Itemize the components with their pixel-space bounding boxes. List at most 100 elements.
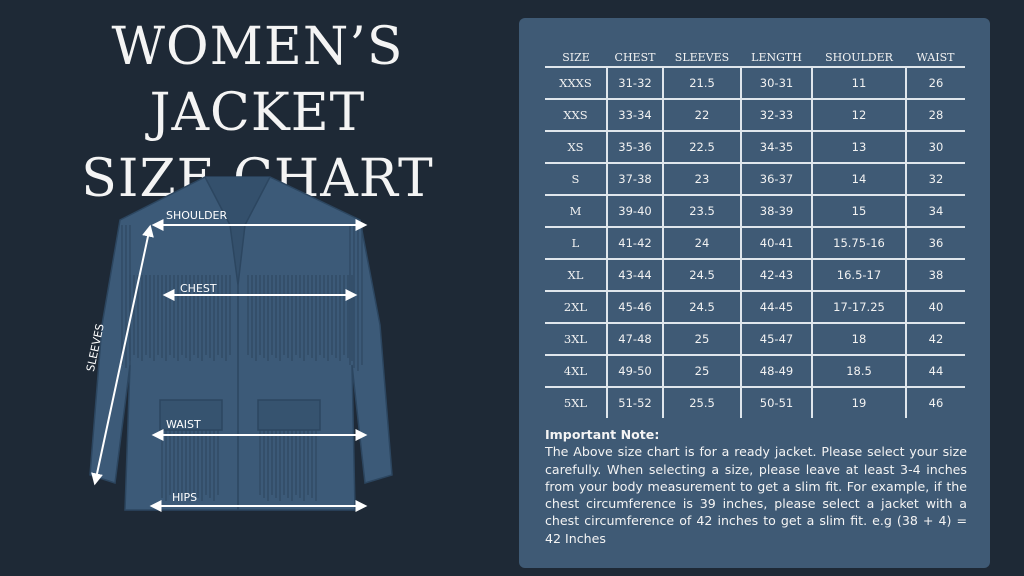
cell-size: M <box>545 195 607 228</box>
cell-waist: 40 <box>905 291 965 324</box>
cell-shoulder: 17-17.25 <box>811 291 906 324</box>
cell-sleeves: 24.5 <box>662 291 741 324</box>
cell-size: XXXS <box>545 67 607 100</box>
cell-waist: 36 <box>905 227 965 260</box>
cell-size: S <box>545 163 607 196</box>
important-note: Important Note: The Above size chart is … <box>545 426 967 547</box>
cell-shoulder: 11 <box>811 67 906 100</box>
cell-sleeves: 21.5 <box>662 67 741 100</box>
cell-sleeves: 25 <box>662 323 741 356</box>
table-row: 4XL 49-50 25 48-49 18.5 44 <box>545 355 965 388</box>
cell-sleeves: 25.5 <box>662 387 741 418</box>
table-row: 3XL 47-48 25 45-47 18 42 <box>545 323 965 356</box>
table-row: XL 43-44 24.5 42-43 16.5-17 38 <box>545 259 965 292</box>
table-row: L 41-42 24 40-41 15.75-16 36 <box>545 227 965 260</box>
cell-chest: 43-44 <box>606 259 663 292</box>
cell-waist: 42 <box>905 323 965 356</box>
cell-size: XXS <box>545 99 607 132</box>
cell-length: 32-33 <box>740 99 812 132</box>
cell-length: 36-37 <box>740 163 812 196</box>
size-chart-panel: SIZE CHEST SLEEVES LENGTH SHOULDER WAIST… <box>519 18 990 568</box>
cell-shoulder: 16.5-17 <box>811 259 906 292</box>
cell-chest: 31-32 <box>606 67 663 100</box>
cell-chest: 39-40 <box>606 195 663 228</box>
cell-length: 45-47 <box>740 323 812 356</box>
cell-size: 4XL <box>545 355 607 388</box>
header-length: LENGTH <box>741 48 812 68</box>
cell-size: 3XL <box>545 323 607 356</box>
table-row: 2XL 45-46 24.5 44-45 17-17.25 40 <box>545 291 965 324</box>
cell-shoulder: 19 <box>811 387 906 418</box>
cell-waist: 44 <box>905 355 965 388</box>
cell-shoulder: 12 <box>811 99 906 132</box>
cell-length: 42-43 <box>740 259 812 292</box>
table-header-row: SIZE CHEST SLEEVES LENGTH SHOULDER WAIST <box>545 48 965 68</box>
cell-shoulder: 15.75-16 <box>811 227 906 260</box>
cell-length: 44-45 <box>740 291 812 324</box>
note-heading: Important Note: <box>545 427 660 442</box>
header-size: SIZE <box>545 48 607 68</box>
header-sleeves: SLEEVES <box>663 48 741 68</box>
cell-length: 38-39 <box>740 195 812 228</box>
header-shoulder: SHOULDER <box>812 48 906 68</box>
title-line-1: WOMEN’S JACKET <box>111 17 404 143</box>
table-row: S 37-38 23 36-37 14 32 <box>545 163 965 196</box>
hips-label: HIPS <box>172 491 198 504</box>
cell-waist: 38 <box>905 259 965 292</box>
cell-chest: 35-36 <box>606 131 663 164</box>
cell-sleeves: 24.5 <box>662 259 741 292</box>
jacket-icon <box>89 176 393 511</box>
table-row: M 39-40 23.5 38-39 15 34 <box>545 195 965 228</box>
shoulder-label: SHOULDER <box>166 209 228 222</box>
cell-chest: 41-42 <box>606 227 663 260</box>
cell-sleeves: 22 <box>662 99 741 132</box>
cell-sleeves: 23 <box>662 163 741 196</box>
cell-length: 50-51 <box>740 387 812 418</box>
table-row: XXS 33-34 22 32-33 12 28 <box>545 99 965 132</box>
cell-chest: 33-34 <box>606 99 663 132</box>
measurement-arrows <box>91 219 368 512</box>
jacket-illustration: (function(){const g=document.currentScri… <box>89 176 393 512</box>
cell-waist: 30 <box>905 131 965 164</box>
cell-waist: 46 <box>905 387 965 418</box>
note-body: The Above size chart is for a ready jack… <box>545 444 967 546</box>
header-chest: CHEST <box>607 48 663 68</box>
header-waist: WAIST <box>906 48 965 68</box>
cell-length: 30-31 <box>740 67 812 100</box>
waist-label: WAIST <box>166 418 201 431</box>
cell-sleeves: 22.5 <box>662 131 741 164</box>
cell-size: XL <box>545 259 607 292</box>
table-row: 5XL 51-52 25.5 50-51 19 46 <box>545 387 965 418</box>
cell-shoulder: 14 <box>811 163 906 196</box>
page-title: WOMEN’S JACKET SIZE CHART <box>0 14 515 212</box>
cell-shoulder: 13 <box>811 131 906 164</box>
cell-size: 5XL <box>563 396 588 410</box>
cell-waist: 26 <box>905 67 965 100</box>
table-row: XXXS 31-32 21.5 30-31 11 26 <box>545 67 965 100</box>
cell-chest: 37-38 <box>606 163 663 196</box>
cell-chest: 45-46 <box>606 291 663 324</box>
cell-chest: 51-52 <box>606 387 663 418</box>
cell-length: 40-41 <box>740 227 812 260</box>
cell-size: 2XL <box>545 291 607 324</box>
cell-shoulder: 18.5 <box>811 355 906 388</box>
cell-waist: 28 <box>905 99 965 132</box>
size-table: SIZE CHEST SLEEVES LENGTH SHOULDER WAIST… <box>545 48 965 418</box>
cell-size: XS <box>545 131 607 164</box>
cell-length: 48-49 <box>740 355 812 388</box>
cell-chest: 47-48 <box>606 323 663 356</box>
cell-chest: 49-50 <box>606 355 663 388</box>
sleeves-arrow <box>91 224 154 486</box>
jacket-figure: (function(){const g=document.currentScri… <box>80 165 400 555</box>
cell-waist: 34 <box>905 195 965 228</box>
cell-sleeves: 24 <box>662 227 741 260</box>
chest-label: CHEST <box>180 282 217 295</box>
table-row: XS 35-36 22.5 34-35 13 30 <box>545 131 965 164</box>
cell-sleeves: 23.5 <box>662 195 741 228</box>
cell-size: L <box>545 227 607 260</box>
cell-shoulder: 18 <box>811 323 906 356</box>
cell-shoulder: 15 <box>811 195 906 228</box>
cell-waist: 32 <box>905 163 965 196</box>
cell-sleeves: 25 <box>662 355 741 388</box>
cell-length: 34-35 <box>740 131 812 164</box>
